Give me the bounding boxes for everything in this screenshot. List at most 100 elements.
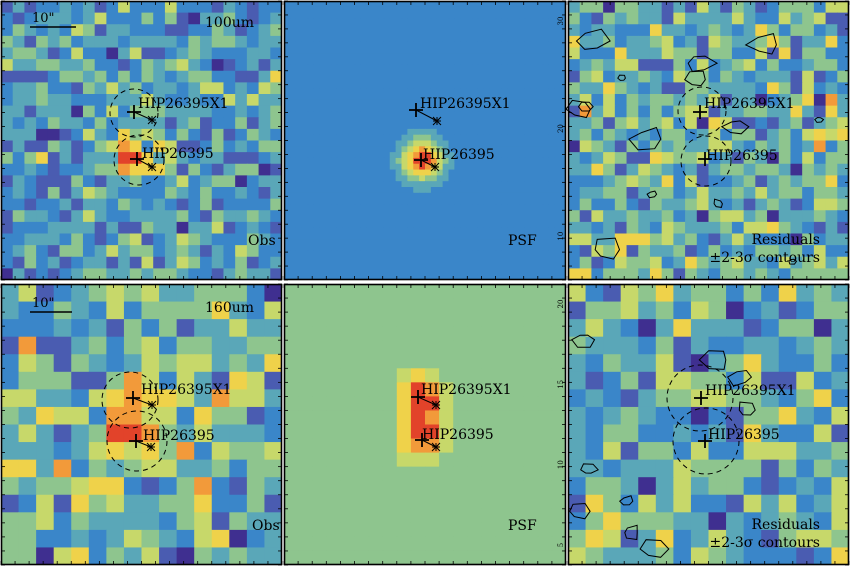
- map-pixel: [342, 233, 350, 240]
- map-pixel: [513, 111, 520, 118]
- map-pixel: [720, 82, 733, 95]
- map-pixel: [413, 41, 420, 49]
- map-pixel: [82, 47, 96, 60]
- map-pixel: [519, 175, 526, 182]
- map-pixel: [796, 319, 815, 338]
- map-pixel: [726, 512, 745, 531]
- map-pixel: [743, 47, 756, 60]
- map-pixel: [366, 175, 373, 182]
- map-pixel: [360, 1, 367, 8]
- map-pixel: [264, 529, 282, 549]
- target-label: HIP26395: [422, 427, 494, 443]
- map-pixel: [467, 382, 482, 397]
- map-pixel: [568, 24, 581, 37]
- map-pixel: [342, 163, 350, 171]
- map-pixel: [1, 406, 20, 426]
- map-pixel: [708, 459, 727, 478]
- map-pixel: [331, 105, 338, 113]
- map-pixel: [489, 163, 497, 171]
- map-pixel: [796, 371, 815, 390]
- map-pixel: [313, 128, 320, 136]
- offset-line: [420, 159, 436, 168]
- map-pixel: [778, 547, 797, 565]
- map-pixel: [301, 12, 309, 20]
- map-pixel: [348, 239, 356, 246]
- map-pixel: [626, 94, 639, 107]
- map-pixel: [36, 319, 55, 338]
- map-pixel: [378, 140, 385, 147]
- map-pixel: [690, 301, 710, 320]
- map-pixel: [837, 256, 849, 269]
- map-pixel: [289, 262, 297, 269]
- map-pixel: [360, 146, 367, 153]
- map-pixel: [466, 250, 473, 258]
- map-pixel: [59, 94, 72, 107]
- map-pixel: [289, 64, 297, 72]
- map-pixel: [366, 35, 373, 43]
- map-pixel: [472, 274, 479, 280]
- map-pixel: [354, 396, 370, 412]
- map-pixel: [336, 111, 344, 118]
- map-pixel: [649, 256, 663, 269]
- map-pixel: [495, 47, 502, 54]
- map-pixel: [354, 123, 361, 130]
- map-pixel: [813, 221, 827, 235]
- map-pixel: [453, 480, 468, 496]
- map-pixel: [211, 198, 225, 211]
- map-pixel: [743, 12, 756, 25]
- map-pixel: [395, 146, 403, 153]
- map-pixel: [340, 536, 356, 552]
- map-pixel: [389, 221, 397, 229]
- map-pixel: [425, 274, 432, 280]
- map-pixel: [507, 245, 514, 252]
- map-pixel: [354, 47, 361, 54]
- map-pixel: [579, 175, 593, 188]
- map-pixel: [360, 82, 367, 89]
- map-pixel: [524, 94, 532, 101]
- map-pixel: [53, 389, 72, 408]
- map-pixel: [71, 105, 84, 118]
- map-pixel: [312, 284, 327, 299]
- map-pixel: [708, 284, 727, 303]
- map-pixel: [312, 494, 327, 510]
- map-pixel: [94, 140, 107, 153]
- map-pixel: [401, 88, 408, 95]
- map-pixel: [591, 245, 604, 258]
- map-pixel: [790, 117, 803, 130]
- map-pixel: [614, 128, 628, 142]
- map-pixel: [36, 284, 55, 303]
- map-pixel: [524, 157, 532, 165]
- map-pixel: [708, 494, 727, 513]
- map-pixel: [513, 192, 520, 200]
- corner-label: PSF: [508, 518, 537, 534]
- map-pixel: [246, 371, 266, 390]
- map-pixel: [481, 508, 497, 524]
- map-pixel: [837, 1, 849, 14]
- map-pixel: [542, 204, 549, 211]
- map-pixel: [354, 6, 361, 14]
- map-pixel: [298, 396, 313, 412]
- map-pixel: [307, 216, 314, 223]
- map-pixel: [18, 301, 37, 320]
- map-pixel: [720, 12, 733, 25]
- map-pixel: [71, 459, 90, 478]
- map-pixel: [413, 152, 420, 159]
- map-pixel: [548, 30, 555, 37]
- map-pixel: [513, 59, 520, 66]
- map-pixel: [235, 233, 248, 246]
- map-pixel: [188, 221, 201, 235]
- map-pixel: [401, 198, 408, 206]
- map-pixel: [603, 221, 616, 235]
- map-pixel: [439, 326, 454, 341]
- map-pixel: [12, 70, 26, 83]
- map-pixel: [307, 41, 314, 49]
- contour-line: [788, 258, 798, 265]
- map-pixel: [507, 12, 514, 20]
- map-pixel: [523, 466, 539, 482]
- map-pixel: [336, 35, 344, 43]
- map-pixel: [211, 336, 230, 355]
- map-pixel: [284, 35, 291, 43]
- map-pixel: [419, 140, 426, 147]
- map-pixel: [755, 47, 768, 60]
- map-pixel: [94, 94, 107, 107]
